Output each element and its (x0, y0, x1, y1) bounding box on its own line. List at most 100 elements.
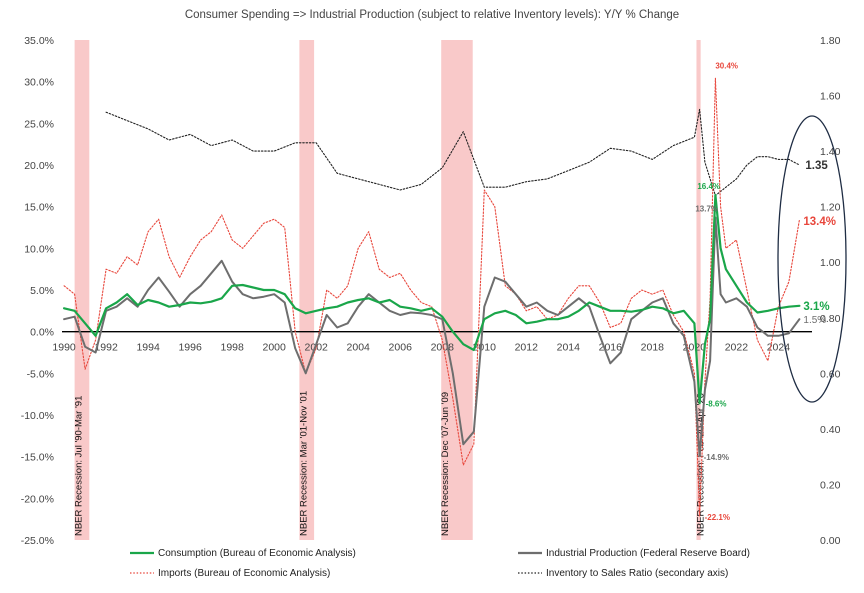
legend-label: Industrial Production (Federal Reserve B… (546, 548, 750, 559)
series-2-point (494, 206, 495, 207)
series-layer (62, 77, 801, 517)
series-0-point (442, 316, 443, 317)
series-0-point (536, 321, 537, 322)
series-0-point (253, 287, 254, 288)
series-1-point (400, 314, 401, 315)
series-0-point (494, 313, 495, 314)
series-3-point (442, 167, 443, 168)
series-0-point (410, 308, 411, 309)
series-0-point (305, 313, 306, 314)
series-1-point (242, 294, 243, 295)
series-0-point (599, 306, 600, 307)
series-1-point (295, 348, 296, 349)
series-3-point (547, 178, 548, 179)
series-0-point (85, 323, 86, 324)
series-2-point (337, 298, 338, 299)
series-2-point (568, 298, 569, 299)
chart-title: Consumer Spending => Industrial Producti… (185, 9, 679, 21)
series-3-point (127, 120, 128, 121)
series-3-point (421, 184, 422, 185)
series-1-point (337, 327, 338, 328)
x-tick-label: 1990 (52, 342, 76, 354)
series-3-point (211, 145, 212, 146)
series-2-point (74, 294, 75, 295)
series-3-point (757, 156, 758, 157)
series-3-point (725, 187, 726, 188)
series-2-point (452, 398, 453, 399)
series-2-point (368, 231, 369, 232)
series-1-point (767, 335, 768, 336)
series-1-point (699, 455, 700, 456)
series-1-point (452, 373, 453, 374)
series-3-point (505, 187, 506, 188)
series-1-point (169, 291, 170, 292)
series-0-point (473, 349, 474, 350)
recession-band (299, 40, 315, 540)
series-2-point (484, 189, 485, 190)
series-2-point (720, 206, 721, 207)
series-1-point (253, 298, 254, 299)
series-0-point (578, 310, 579, 311)
series-0-point (620, 310, 621, 311)
series-1-point (662, 298, 663, 299)
series-0-point (641, 309, 642, 310)
recession-label: NBER Recession: Jul '90-Mar '91 (74, 396, 85, 536)
y-left-tick-label: 20.0% (24, 160, 54, 172)
series-3-point (746, 164, 747, 165)
annotation-label: 30.4% (715, 61, 738, 70)
series-3-point (106, 112, 107, 113)
series-2-point (610, 327, 611, 328)
y-left-tick-label: -5.0% (27, 368, 54, 380)
series-3-point (148, 128, 149, 129)
series-0-point (263, 289, 264, 290)
series-0-point (295, 308, 296, 309)
series-0-point (400, 306, 401, 307)
highlight-ellipse (777, 115, 847, 403)
series-2-point (799, 219, 800, 220)
series-3-point (694, 137, 695, 138)
series-1-point (720, 294, 721, 295)
series-1-point (274, 294, 275, 295)
x-tick-label: 2006 (389, 342, 413, 354)
y-left-tick-label: 0.0% (30, 327, 54, 339)
series-2-point (421, 302, 422, 303)
series-1-point (316, 344, 317, 345)
series-1-point (85, 346, 86, 347)
x-tick-label: 1994 (136, 342, 160, 354)
series-0-point (799, 305, 800, 306)
series-0-point (158, 302, 159, 303)
series-2-point (116, 273, 117, 274)
series-2-point (148, 231, 149, 232)
series-1-point (526, 306, 527, 307)
series-1-point (200, 285, 201, 286)
legend: Consumption (Bureau of Economic Analysis… (130, 548, 750, 579)
y-left-tick-label: -15.0% (21, 452, 54, 464)
series-2-point (253, 235, 254, 236)
series-1-point (389, 310, 390, 311)
series-2-point (725, 248, 726, 249)
y-right-tick-label: 0.80 (820, 313, 841, 325)
series-1-point (137, 306, 138, 307)
series-1-point (547, 310, 548, 311)
series-2-point (211, 231, 212, 232)
series-0-point (463, 344, 464, 345)
series-2-point (274, 219, 275, 220)
series-3-point (169, 139, 170, 140)
series-2-point (221, 214, 222, 215)
series-3-point (778, 159, 779, 160)
series-3-point (568, 170, 569, 171)
series-3-point (274, 151, 275, 152)
series-0-point (368, 298, 369, 299)
series-0-point (190, 302, 191, 303)
series-0-point (148, 299, 149, 300)
series-0-point (74, 310, 75, 311)
y-right-tick-label: 0.40 (820, 424, 841, 436)
series-2-point (536, 306, 537, 307)
series-2-point (95, 339, 96, 340)
series-2-point (778, 306, 779, 307)
series-2-point (347, 285, 348, 286)
series-3-point (358, 178, 359, 179)
series-2-point (295, 331, 296, 332)
series-2-point (578, 285, 579, 286)
y-axis-right: 1.80 1.60 1.40 1.20 1.00 0.80 0.60 0.40 0.20 0.00 (820, 35, 841, 547)
